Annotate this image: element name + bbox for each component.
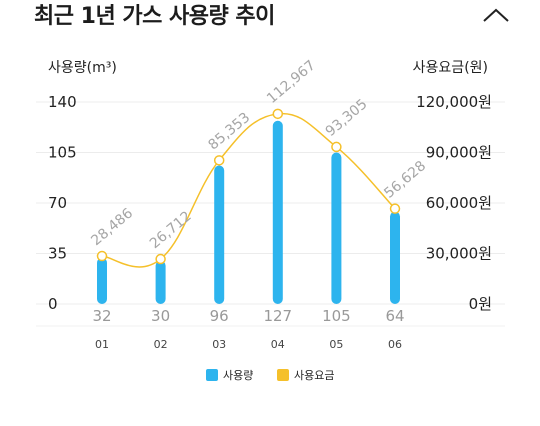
y-left-tick-label: 35	[48, 245, 67, 263]
legend-label: 사용요금	[294, 369, 334, 382]
usage-bar	[155, 260, 166, 304]
fee-line-path	[101, 112, 396, 268]
usage-value-label: 32	[92, 307, 111, 325]
usage-bar	[97, 257, 107, 304]
usage-bar	[331, 152, 342, 304]
y-left-tick-label: 105	[48, 144, 77, 162]
legend-swatch	[206, 369, 218, 381]
usage-value-label: 105	[322, 307, 351, 325]
x-tick-label: 06	[388, 338, 402, 351]
y-right-tick-label: 90,000원	[426, 144, 492, 162]
usage-bar	[390, 211, 400, 304]
fee-point	[272, 108, 284, 120]
fee-value-label: 93,305	[323, 96, 371, 140]
x-tick-label: 03	[212, 338, 226, 351]
x-tick-labels: 01 02 03 04 05 06	[95, 338, 402, 351]
x-tick-label: 04	[271, 338, 285, 351]
usage-bars	[97, 120, 400, 304]
usage-bar	[214, 165, 225, 304]
collapse-button[interactable]	[478, 2, 514, 28]
fee-point	[96, 250, 108, 262]
x-tick-label: 05	[329, 338, 343, 351]
y-right-tick-label: 60,000원	[426, 194, 492, 212]
y-right-tick-label: 30,000원	[426, 245, 492, 263]
fee-value-label: 26,712	[147, 208, 195, 252]
y-left-tick-label: 70	[48, 194, 67, 212]
y-right-tick-label: 120,000원	[416, 93, 492, 111]
chevron-up-icon	[483, 8, 509, 22]
legend-swatch	[277, 369, 289, 381]
y-right-tick-label: 0원	[469, 295, 492, 313]
fee-point	[389, 203, 401, 214]
usage-value-labels: 32 30 96 127 105 64	[92, 307, 404, 325]
y-left-axis-title: 사용량(m³)	[48, 60, 117, 76]
fee-value-label: 112,967	[264, 57, 319, 106]
chart-title: 최근 1년 가스 사용량 추이	[34, 4, 275, 29]
fee-point	[213, 155, 225, 166]
y-right-axis-title: 사용요금(원)	[413, 60, 488, 76]
fee-point	[155, 253, 166, 265]
usage-bar	[272, 120, 283, 304]
x-tick-label: 01	[95, 338, 109, 351]
y-right-tick-labels: 0원 30,000원 60,000원 90,000원 120,000원	[416, 93, 492, 313]
x-tick-label: 02	[154, 338, 168, 351]
y-left-tick-label: 140	[48, 93, 77, 111]
legend: 사용량 사용요금	[206, 369, 334, 382]
y-left-tick-label: 0	[48, 295, 58, 313]
usage-value-label: 64	[385, 307, 404, 325]
gridlines	[36, 101, 505, 327]
usage-value-label: 96	[210, 307, 229, 325]
fee-value-label: 56,628	[381, 158, 429, 202]
legend-label: 사용량	[223, 369, 253, 382]
y-left-tick-labels: 0 35 70 105 140	[48, 93, 77, 313]
usage-value-label: 127	[263, 307, 292, 325]
fee-value-label: 28,486	[88, 205, 136, 249]
fee-point	[331, 141, 342, 153]
usage-value-label: 30	[151, 307, 170, 325]
